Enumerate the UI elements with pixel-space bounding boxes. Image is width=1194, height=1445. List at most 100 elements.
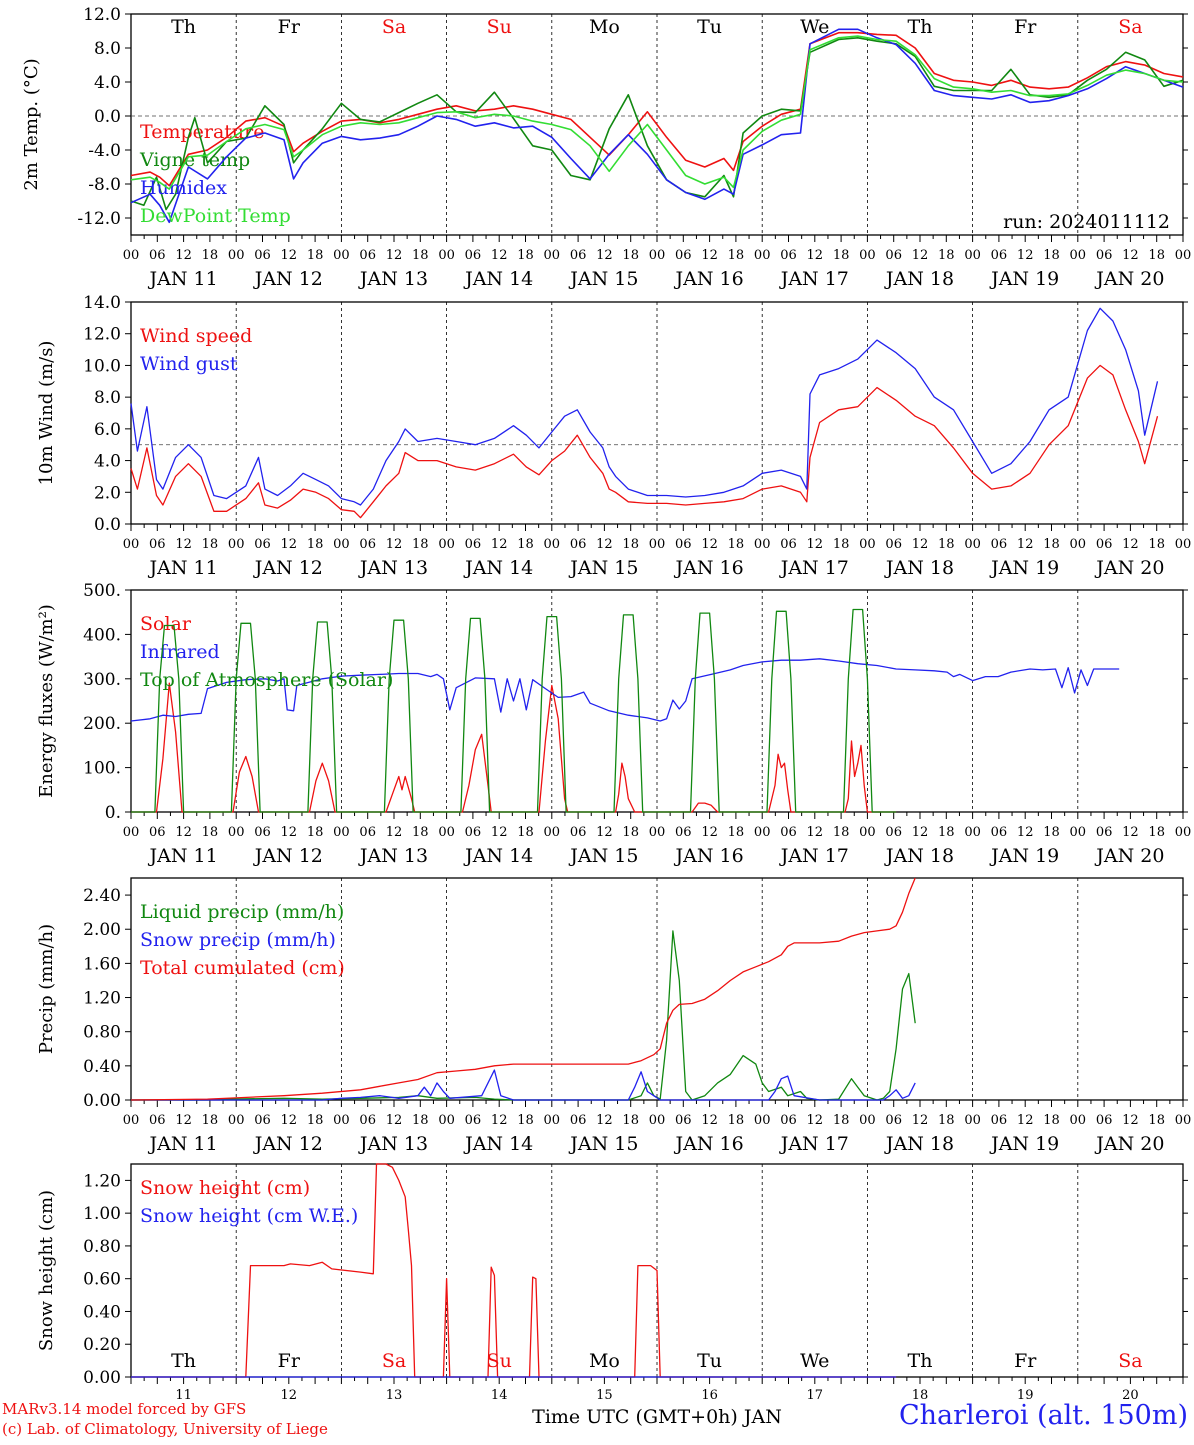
- x-hour-label: 00: [1070, 248, 1087, 263]
- x-day-number: 18: [912, 1388, 929, 1403]
- x-hour-label: 06: [465, 1113, 482, 1128]
- x-day-label: JAN 13: [358, 268, 428, 290]
- series-line: [130, 307, 1159, 506]
- weekday-label: Sa: [382, 1350, 406, 1372]
- y-axis-label: 10m Wind (m/s): [36, 341, 57, 486]
- x-hour-label: 12: [701, 537, 718, 552]
- x-hour-label: 18: [1043, 825, 1060, 840]
- x-hour-label: 18: [412, 537, 429, 552]
- x-hour-label: 18: [202, 1113, 219, 1128]
- x-hour-label: 06: [359, 248, 376, 263]
- x-hour-label: 00: [649, 825, 666, 840]
- legend-entry: Solar: [140, 613, 192, 635]
- x-day-label: JAN 16: [674, 845, 744, 867]
- legend-entry: Snow height (cm W.E.): [140, 1205, 358, 1227]
- x-hour-label: 06: [149, 825, 166, 840]
- x-day-label: JAN 14: [463, 845, 533, 867]
- y-axis-label: Snow height (cm): [36, 1190, 57, 1351]
- x-hour-label: 18: [202, 537, 219, 552]
- x-day-label: JAN 17: [779, 1133, 849, 1155]
- x-hour-label: 18: [622, 248, 639, 263]
- x-hour-label: 06: [465, 537, 482, 552]
- x-hour-label: 00: [544, 248, 561, 263]
- x-hour-label: 12: [281, 537, 298, 552]
- y-tick-label: 4.0: [94, 73, 121, 93]
- x-hour-label: 00: [228, 825, 245, 840]
- x-hour-label: 00: [438, 1113, 455, 1128]
- series-line: [131, 930, 916, 1101]
- y-tick-label: 2.40: [83, 886, 121, 906]
- x-hour-label: 00: [1175, 248, 1192, 263]
- footer-copyright: (c) Lab. of Climatology, University of L…: [2, 1420, 328, 1438]
- y-tick-label: 12.0: [83, 325, 121, 345]
- x-hour-label: 06: [570, 537, 587, 552]
- x-day-label: JAN 18: [884, 268, 954, 290]
- x-hour-label: 18: [307, 537, 324, 552]
- x-hour-label: 00: [649, 248, 666, 263]
- series-line: [131, 608, 897, 813]
- x-day-label: JAN 19: [989, 1133, 1059, 1155]
- x-hour-label: 00: [438, 537, 455, 552]
- x-hour-label: 06: [991, 248, 1008, 263]
- weekday-label: Mo: [589, 16, 620, 38]
- x-hour-label: 00: [964, 825, 981, 840]
- y-tick-label: 400.: [83, 625, 121, 645]
- legend-entry: Snow height (cm): [140, 1177, 310, 1199]
- x-hour-label: 06: [1096, 825, 1113, 840]
- weekday-label: Fr: [278, 1350, 301, 1372]
- series-line: [130, 28, 1184, 224]
- x-day-number: 14: [491, 1388, 508, 1403]
- x-hour-label: 06: [359, 537, 376, 552]
- y-tick-label: 1.00: [83, 1204, 121, 1224]
- x-hour-label: 18: [1043, 248, 1060, 263]
- x-hour-label: 12: [912, 537, 929, 552]
- y-tick-label: 0.00: [83, 1368, 121, 1388]
- x-hour-label: 18: [202, 248, 219, 263]
- y-tick-label: 12.0: [83, 5, 121, 25]
- y-tick-label: 500.: [83, 581, 121, 601]
- y-tick-label: 10.0: [83, 356, 121, 376]
- y-axis-label: Precip (mm/h): [36, 924, 57, 1054]
- x-hour-label: 18: [1148, 248, 1165, 263]
- x-hour-label: 18: [517, 825, 534, 840]
- x-hour-label: 12: [1122, 537, 1139, 552]
- x-hour-label: 18: [1148, 825, 1165, 840]
- x-hour-label: 00: [649, 1113, 666, 1128]
- x-hour-label: 12: [1122, 825, 1139, 840]
- x-day-label: JAN 20: [1094, 845, 1164, 867]
- x-hour-label: 00: [123, 1113, 140, 1128]
- x-hour-label: 00: [1175, 537, 1192, 552]
- weekday-label: We: [800, 1350, 829, 1372]
- x-day-label: JAN 13: [358, 1133, 428, 1155]
- x-hour-label: 06: [149, 1113, 166, 1128]
- x-day-label: JAN 19: [989, 557, 1059, 579]
- x-hour-label: 06: [1096, 537, 1113, 552]
- x-hour-label: 12: [175, 825, 192, 840]
- x-hour-label: 18: [412, 248, 429, 263]
- y-tick-label: 0.: [105, 803, 121, 823]
- x-hour-label: 00: [1175, 825, 1192, 840]
- x-hour-label: 12: [807, 1113, 824, 1128]
- x-hour-label: 06: [675, 1113, 692, 1128]
- x-hour-label: 12: [386, 248, 403, 263]
- x-hour-label: 12: [491, 825, 508, 840]
- x-hour-label: 12: [491, 1113, 508, 1128]
- legend-entry: Temperature: [140, 121, 264, 143]
- x-day-label: JAN 18: [884, 845, 954, 867]
- x-hour-label: 00: [649, 537, 666, 552]
- x-day-label: JAN 12: [253, 557, 323, 579]
- x-day-label: JAN 18: [884, 557, 954, 579]
- x-hour-label: 18: [833, 1113, 850, 1128]
- x-day-label: JAN 18: [884, 1133, 954, 1155]
- series-line: [130, 877, 916, 1101]
- weekday-label: Su: [487, 1350, 512, 1372]
- x-hour-label: 06: [885, 1113, 902, 1128]
- x-day-label: JAN 20: [1094, 557, 1164, 579]
- x-hour-label: 18: [938, 248, 955, 263]
- x-hour-label: 00: [123, 248, 140, 263]
- x-hour-label: 00: [438, 825, 455, 840]
- x-hour-label: 06: [254, 1113, 271, 1128]
- weekday-label: Su: [487, 16, 512, 38]
